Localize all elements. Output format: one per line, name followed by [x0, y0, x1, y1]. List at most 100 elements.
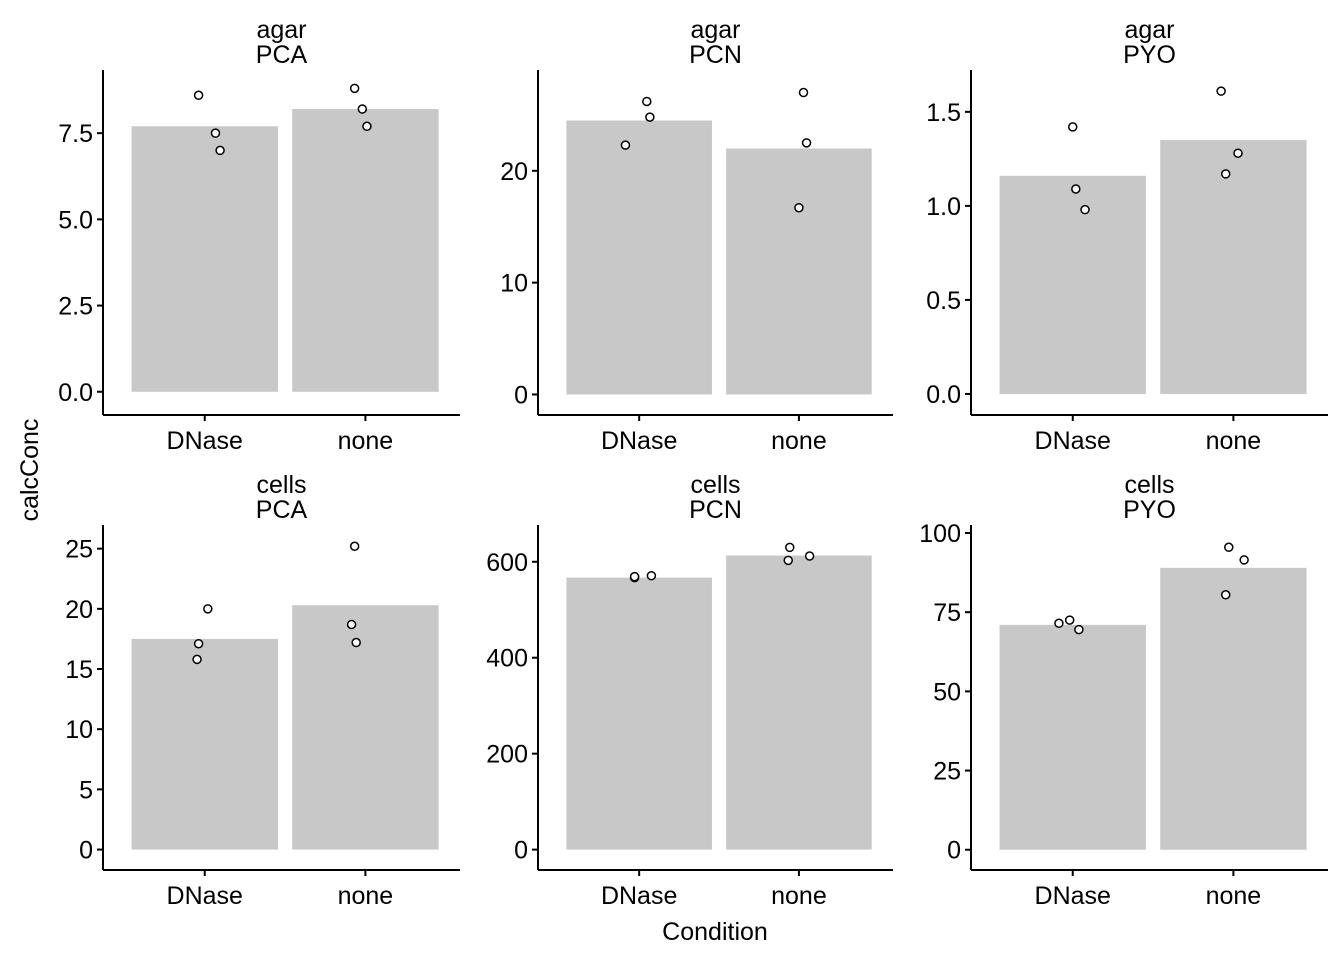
data-point: [192, 654, 202, 665]
y-tick-label: 25: [933, 758, 961, 786]
data-point: [1074, 624, 1084, 635]
bar-dnase: [131, 126, 278, 392]
data-point: [203, 604, 213, 614]
data-point: [1224, 542, 1234, 553]
strip-label-bottom: PYO: [1123, 496, 1176, 524]
y-tick-label: 20: [65, 596, 93, 624]
y-tick-label: 5.0: [58, 206, 93, 234]
data-point: [629, 571, 640, 582]
bar-none: [1160, 567, 1307, 850]
data-point: [1239, 555, 1249, 565]
strip-label-top: agar: [690, 16, 740, 44]
y-tick-label: 10: [65, 716, 93, 744]
bar-dnase: [566, 577, 712, 850]
x-tick-label: DNase: [167, 882, 243, 910]
y-tick-label: 10: [500, 270, 528, 298]
data-point: [362, 121, 372, 132]
data-point: [210, 128, 221, 138]
strip-label-bottom: PCA: [256, 41, 308, 69]
bar-dnase: [566, 120, 712, 395]
data-point: [1067, 122, 1078, 132]
y-tick-label: 7.5: [58, 120, 93, 148]
x-tick-label: none: [771, 427, 827, 455]
data-point: [1064, 615, 1075, 625]
y-tick-label: 50: [933, 678, 961, 706]
y-axis-title: calcConc: [16, 419, 44, 522]
bar-none: [1160, 140, 1307, 394]
data-point: [798, 87, 809, 98]
bar-none: [292, 605, 439, 850]
y-tick-label: 20: [500, 158, 528, 186]
y-tick-label: 75: [933, 599, 961, 627]
data-point: [804, 551, 815, 561]
data-point: [620, 140, 631, 150]
data-point: [646, 570, 657, 581]
data-point: [783, 555, 793, 566]
data-point: [801, 138, 812, 148]
x-tick-label: DNase: [167, 427, 243, 455]
y-tick-label: 0: [514, 837, 528, 865]
data-point: [1080, 204, 1090, 215]
strip-label-top: agar: [1124, 16, 1174, 44]
y-tick-label: 0.0: [926, 381, 961, 409]
strip-label-bottom: PCA: [256, 496, 308, 524]
strip-label-bottom: PYO: [1123, 41, 1176, 69]
x-tick-label: DNase: [1035, 427, 1111, 455]
y-tick-label: 5: [79, 776, 93, 804]
strip-label-bottom: PCN: [689, 496, 742, 524]
y-tick-label: 200: [486, 741, 528, 769]
strip-label-top: agar: [256, 16, 306, 44]
y-tick-label: 600: [486, 549, 528, 577]
strip-label-top: cells: [256, 471, 306, 499]
y-tick-label: 100: [919, 520, 961, 548]
y-tick-label: 25: [65, 536, 93, 564]
y-tick-label: 1.0: [926, 193, 961, 221]
x-tick-label: none: [1206, 882, 1262, 910]
data-point: [794, 202, 804, 213]
data-point: [215, 145, 225, 156]
data-point: [357, 104, 368, 114]
x-tick-label: none: [771, 882, 827, 910]
x-tick-label: DNase: [601, 427, 677, 455]
y-tick-label: 0.0: [58, 379, 93, 407]
x-tick-label: none: [338, 427, 394, 455]
y-tick-label: 0: [79, 837, 93, 865]
y-tick-label: 400: [486, 645, 528, 673]
data-point: [785, 542, 795, 553]
bar-dnase: [131, 638, 278, 850]
y-tick-label: 0.5: [926, 287, 961, 315]
data-point: [1216, 86, 1226, 96]
x-axis-title: Condition: [662, 918, 768, 946]
data-point: [351, 637, 361, 648]
bar-none: [726, 148, 872, 395]
y-tick-label: 0: [947, 837, 961, 865]
y-tick-label: 2.5: [58, 293, 93, 321]
data-point: [645, 112, 655, 122]
bar-dnase: [999, 624, 1146, 850]
data-point: [349, 541, 360, 551]
bar-dnase: [999, 175, 1146, 394]
x-tick-label: none: [1206, 427, 1262, 455]
data-point: [1054, 618, 1064, 629]
data-point: [1071, 184, 1081, 194]
y-tick-label: 0: [514, 381, 528, 409]
y-tick-label: 1.5: [926, 99, 961, 127]
data-point: [1233, 148, 1243, 158]
data-point: [1220, 590, 1231, 600]
data-point: [193, 90, 204, 100]
strip-label-bottom: PCN: [689, 41, 742, 69]
data-point: [193, 638, 204, 649]
data-point: [349, 83, 360, 94]
strip-label-top: cells: [690, 471, 740, 499]
data-point: [1220, 169, 1231, 179]
data-point: [642, 96, 652, 107]
bar-none: [726, 555, 872, 850]
x-tick-label: none: [338, 882, 394, 910]
y-tick-label: 15: [65, 656, 93, 684]
